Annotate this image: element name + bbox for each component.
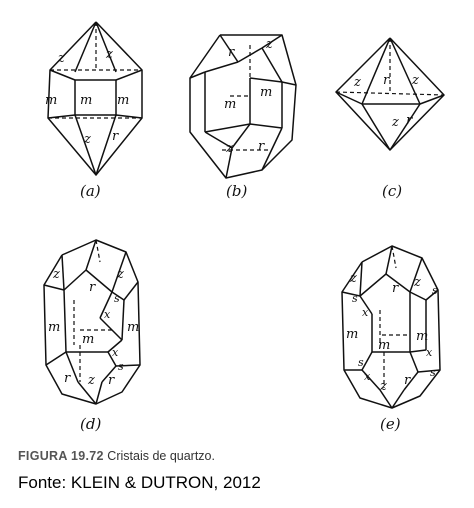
figure-number: FIGURA 19.72 (18, 449, 104, 463)
face-label: s (430, 366, 436, 379)
panel-label-a: (a) (80, 182, 101, 200)
caption-text: Cristais de quartzo. (107, 449, 215, 463)
face-label: r (64, 371, 71, 386)
crystal-d: z z r s x m m m x s r z r (d) (43, 239, 141, 433)
face-label: s (118, 360, 124, 373)
panel-label-c: (c) (382, 182, 402, 200)
face-label: m (82, 332, 94, 347)
face-label: z (116, 267, 124, 282)
panel-label-e: (e) (380, 415, 401, 433)
face-label: r (404, 373, 411, 388)
face-label: m (260, 85, 272, 100)
face-label: r (89, 280, 96, 295)
face-label: z (411, 73, 419, 88)
face-label: x (112, 346, 119, 359)
crystal-b: r z m m z r (b) (189, 34, 297, 200)
crystal-c: z r z z r (c) (335, 37, 445, 200)
face-label: z (52, 267, 60, 282)
face-label: s (114, 292, 120, 305)
face-label: r (406, 113, 413, 128)
face-label: z (57, 51, 65, 66)
crystal-a: z z m m m z r (a) (45, 21, 143, 200)
face-label: m (378, 338, 390, 353)
face-label: m (117, 93, 129, 108)
face-label: s (432, 284, 438, 297)
face-label: z (87, 373, 95, 388)
face-label: r (383, 73, 390, 88)
panel-label-d: (d) (80, 415, 101, 433)
face-label: m (224, 97, 236, 112)
quartz-crystals-figure: z z m m m z r (a) r z m m z r (43, 21, 445, 433)
face-label: z (349, 271, 357, 286)
face-label: m (346, 327, 358, 342)
face-label: r (108, 373, 115, 388)
face-label: r (258, 139, 265, 154)
crystal-e: z r z s s x m m m x s x z r s (e) (341, 245, 441, 433)
face-label: m (45, 93, 57, 108)
face-label: m (416, 329, 428, 344)
face-label: m (48, 320, 60, 335)
face-label: x (426, 346, 433, 359)
face-label: r (228, 45, 235, 60)
source-citation: Fonte: KLEIN & DUTRON, 2012 (18, 473, 261, 492)
face-label: x (362, 306, 369, 319)
face-label: r (112, 129, 119, 144)
face-label: x (364, 370, 371, 383)
face-label: z (391, 115, 399, 130)
face-label: z (413, 275, 421, 290)
face-label: s (358, 356, 364, 369)
face-label: m (80, 93, 92, 108)
figure-caption: FIGURA 19.72 Cristais de quartzo. (18, 449, 215, 463)
face-label: z (105, 47, 113, 62)
face-label: s (352, 292, 358, 305)
face-label: r (392, 281, 399, 296)
panel-label-b: (b) (226, 182, 247, 200)
face-label: x (104, 308, 111, 321)
face-label: z (83, 132, 91, 147)
face-label: z (265, 37, 273, 52)
face-label: z (225, 141, 233, 156)
face-label: z (379, 379, 387, 394)
face-label: z (353, 75, 361, 90)
face-label: m (127, 320, 139, 335)
